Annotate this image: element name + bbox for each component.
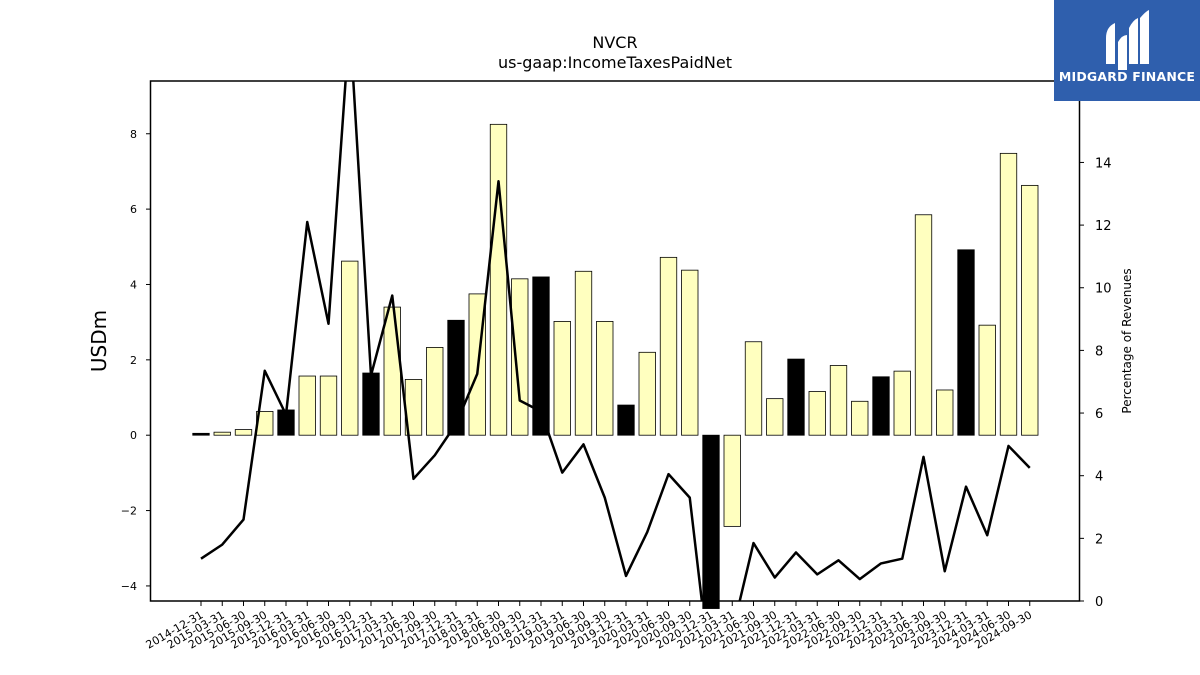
bar-2018-12-31: [532, 276, 550, 436]
y-tick-label: −2: [121, 505, 137, 518]
x-axis-ticks: 2014-12-312015-03-312015-06-302015-09-30…: [144, 601, 1034, 652]
y-tick-label: 0: [130, 429, 137, 442]
bar-2022-06-30: [829, 365, 848, 436]
y2-tick-label: 14: [1095, 156, 1112, 171]
bar-2017-03-31: [383, 306, 401, 436]
bar-2024-06-30: [999, 152, 1018, 436]
bar-2021-12-31: [787, 358, 805, 436]
bar-2020-12-31: [702, 434, 720, 609]
bar-2023-09-30: [936, 389, 954, 436]
bar-2019-06-30: [574, 270, 593, 436]
bar-2016-06-30: [319, 375, 338, 436]
bar-2024-03-31: [978, 324, 996, 436]
bar-2016-12-31: [362, 372, 380, 436]
bar-2017-12-31: [447, 319, 465, 436]
y-tick-label: 4: [130, 278, 137, 291]
bar-2019-12-31: [617, 404, 635, 436]
line-series: [200, 81, 1031, 601]
bar-2020-06-30: [659, 256, 678, 436]
bar-2016-03-31: [298, 375, 316, 436]
bars: [192, 123, 1039, 609]
y-tick-label: 2: [130, 354, 137, 367]
y2-tick-label: 0: [1095, 595, 1103, 610]
bar-2018-09-30: [511, 278, 529, 436]
line-percentage-of-revenues: [200, 81, 1031, 601]
y2-axis-ticks: 0 2 4 6 8 10 12 14: [1079, 156, 1112, 610]
bar-2015-06-30: [234, 429, 253, 436]
bar-2020-09-30: [681, 269, 699, 436]
bar-2019-09-30: [596, 321, 614, 436]
bar-2019-03-31: [553, 321, 571, 436]
bar-2015-03-31: [213, 431, 231, 436]
y2-tick-label: 2: [1095, 532, 1103, 547]
bar-2021-03-31: [723, 434, 741, 527]
bar-2023-03-31: [893, 370, 911, 436]
plot-frame: [149, 80, 1081, 602]
bar-2016-09-30: [341, 260, 359, 436]
bar-2024-09-30: [1021, 184, 1039, 436]
y2-tick-label: 6: [1095, 407, 1103, 422]
y2-tick-label: 12: [1095, 219, 1112, 234]
y2-axis-label: Percentage of Revenues: [1120, 268, 1134, 413]
logo-mark-icon: [1106, 10, 1149, 70]
y2-tick-label: 4: [1095, 470, 1103, 485]
bar-2018-06-30: [489, 123, 508, 436]
bar-2014-12-31: [192, 432, 210, 436]
y2-tick-label: 8: [1095, 344, 1103, 359]
bar-2020-03-31: [638, 351, 656, 436]
chart-title: NVCR: [592, 33, 637, 52]
brand-logo: MIDGARD FINANCE: [1054, 0, 1200, 101]
bar-2023-12-31: [957, 249, 975, 436]
logo-text: MIDGARD FINANCE: [1058, 69, 1196, 84]
bar-2021-06-30: [744, 341, 763, 436]
bar-2022-09-30: [851, 400, 869, 436]
chart-subtitle: us-gaap:IncomeTaxesPaidNet: [498, 53, 732, 72]
y-tick-label: 8: [130, 128, 137, 141]
bar-2022-12-31: [872, 376, 890, 436]
y-tick-label: 6: [130, 203, 137, 216]
bar-2022-03-31: [808, 391, 826, 436]
y-tick-label: −4: [121, 580, 137, 593]
bar-2021-09-30: [766, 398, 784, 436]
bar-2017-09-30: [426, 347, 444, 436]
y-axis-label: USDm: [87, 310, 111, 372]
y2-tick-label: 10: [1095, 282, 1112, 297]
y-axis-ticks: −4 −2 0 2 4 6 8: [121, 128, 151, 593]
bar-2023-06-30: [914, 214, 933, 436]
